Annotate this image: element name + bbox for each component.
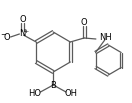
Text: HO: HO bbox=[28, 90, 41, 98]
Text: N: N bbox=[19, 29, 26, 39]
Text: +: + bbox=[23, 29, 29, 33]
Text: OH: OH bbox=[64, 90, 77, 98]
Text: O: O bbox=[81, 18, 87, 27]
Text: B: B bbox=[50, 81, 56, 90]
Text: O: O bbox=[19, 15, 26, 24]
Text: NH: NH bbox=[99, 33, 112, 43]
Text: O: O bbox=[4, 33, 10, 43]
Text: −: − bbox=[0, 32, 6, 38]
